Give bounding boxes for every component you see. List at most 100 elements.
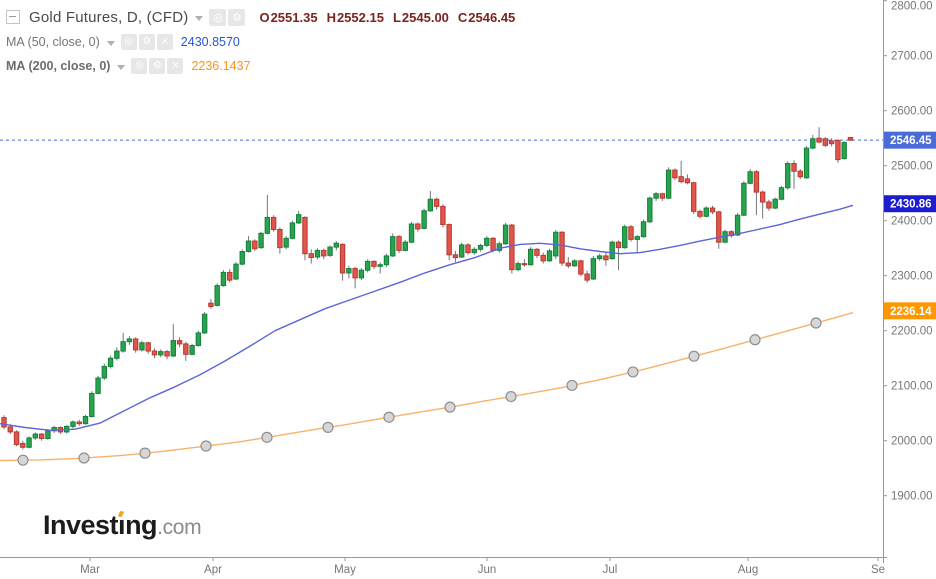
candle[interactable]	[208, 298, 214, 309]
candle[interactable]	[233, 261, 239, 281]
candle[interactable]	[565, 257, 571, 268]
candle[interactable]	[678, 160, 684, 184]
candle[interactable]	[634, 235, 640, 253]
candle[interactable]	[327, 245, 333, 257]
candle[interactable]	[772, 197, 778, 210]
candle[interactable]	[509, 224, 515, 274]
chevron-down-icon[interactable]	[117, 64, 126, 70]
candle[interactable]	[126, 336, 133, 345]
candle[interactable]	[691, 181, 697, 215]
candle[interactable]	[183, 341, 189, 361]
candle[interactable]	[502, 222, 509, 245]
candle[interactable]	[496, 241, 503, 253]
candle[interactable]	[352, 266, 358, 289]
candle[interactable]	[145, 341, 151, 354]
candle[interactable]	[803, 145, 810, 179]
candle[interactable]	[440, 204, 446, 228]
close-icon[interactable]: ×	[167, 58, 184, 74]
candle[interactable]	[527, 247, 534, 266]
candle[interactable]	[264, 194, 271, 235]
candle[interactable]	[596, 253, 603, 261]
candle[interactable]	[364, 259, 371, 273]
candle[interactable]	[835, 139, 841, 163]
candle[interactable]	[302, 216, 308, 261]
candle[interactable]	[816, 127, 822, 144]
candle[interactable]	[107, 355, 114, 369]
candle[interactable]	[847, 136, 854, 141]
candle[interactable]	[371, 260, 377, 270]
candle[interactable]	[571, 259, 578, 267]
candle[interactable]	[778, 186, 785, 201]
candle[interactable]	[120, 332, 126, 353]
candle[interactable]	[383, 253, 390, 267]
ma50-label[interactable]: MA (50, close, 0)	[6, 35, 100, 49]
candle[interactable]	[540, 252, 546, 264]
collapse-icon[interactable]	[6, 10, 20, 24]
candle[interactable]	[195, 330, 202, 347]
candle[interactable]	[20, 440, 26, 450]
candle[interactable]	[753, 170, 760, 216]
price-axis[interactable]: 2800.00 2700.00 2600.00 2500.00 2400.00 2300.…	[883, 0, 936, 503]
candle[interactable]	[716, 210, 722, 249]
candle[interactable]	[82, 414, 89, 425]
candle[interactable]	[810, 134, 816, 150]
candle[interactable]	[101, 363, 108, 381]
candle[interactable]	[252, 239, 258, 251]
candle[interactable]	[477, 243, 484, 252]
candle[interactable]	[728, 230, 735, 238]
candle[interactable]	[697, 209, 703, 219]
candle[interactable]	[433, 197, 440, 210]
symbol-title[interactable]: Gold Futures, D, (CFD)	[29, 8, 189, 26]
candle[interactable]	[189, 343, 195, 356]
candle[interactable]	[791, 160, 797, 189]
candle[interactable]	[277, 227, 283, 254]
candle[interactable]	[797, 169, 803, 179]
candle[interactable]	[239, 249, 245, 266]
candle[interactable]	[377, 262, 383, 274]
chevron-down-icon[interactable]	[195, 15, 204, 21]
candle[interactable]	[114, 347, 120, 361]
candle[interactable]	[622, 224, 628, 249]
candle[interactable]	[515, 261, 521, 272]
candle[interactable]	[484, 236, 490, 248]
candle[interactable]	[741, 181, 747, 217]
candle[interactable]	[709, 205, 716, 215]
candle[interactable]	[295, 210, 302, 224]
candle[interactable]	[45, 429, 51, 440]
ma200-label[interactable]: MA (200, close, 0)	[6, 59, 111, 73]
candle[interactable]	[609, 240, 615, 260]
candle[interactable]	[766, 199, 772, 211]
candle[interactable]	[408, 221, 415, 244]
candle[interactable]	[89, 391, 95, 418]
candle[interactable]	[314, 248, 321, 260]
candle[interactable]	[471, 247, 477, 255]
candle[interactable]	[346, 265, 352, 279]
candle[interactable]	[578, 259, 584, 277]
candle[interactable]	[270, 215, 277, 232]
candle[interactable]	[333, 241, 340, 251]
candle[interactable]	[95, 375, 101, 395]
candle[interactable]	[647, 196, 653, 223]
candle[interactable]	[151, 348, 158, 359]
candle[interactable]	[415, 222, 421, 232]
candle[interactable]	[759, 190, 766, 219]
candle[interactable]	[465, 243, 471, 255]
close-icon[interactable]: ×	[156, 34, 173, 50]
candle[interactable]	[132, 337, 139, 353]
candle[interactable]	[158, 349, 164, 358]
candle[interactable]	[785, 161, 791, 190]
candle[interactable]	[396, 235, 402, 254]
candle[interactable]	[321, 248, 327, 260]
candle[interactable]	[640, 219, 647, 238]
candle[interactable]	[283, 236, 289, 250]
candle[interactable]	[559, 231, 565, 266]
chevron-down-icon[interactable]	[106, 40, 115, 46]
candle[interactable]	[139, 340, 145, 352]
candle[interactable]	[734, 213, 741, 237]
candle[interactable]	[176, 337, 183, 348]
candle[interactable]	[672, 168, 678, 180]
gear-icon[interactable]: ⚙	[228, 8, 246, 26]
candle[interactable]	[13, 430, 20, 447]
candle[interactable]	[220, 270, 227, 287]
